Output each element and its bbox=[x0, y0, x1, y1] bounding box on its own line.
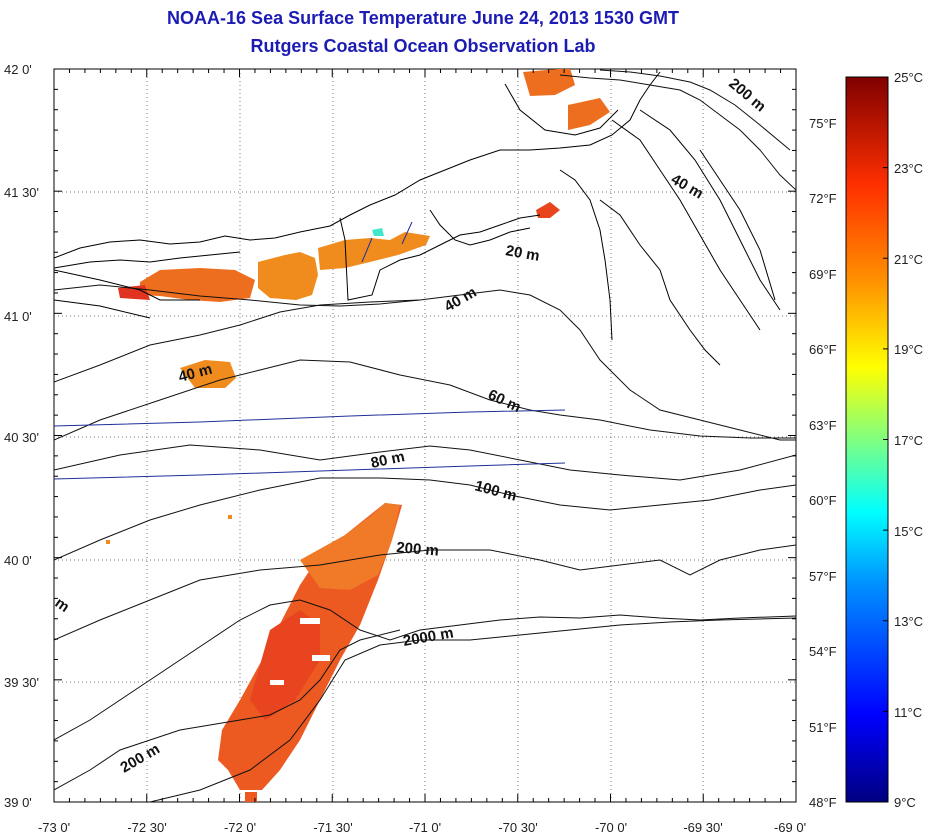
fahrenheit-labels: 75°F 72°F 69°F 66°F 63°F 60°F 57°F 54°F … bbox=[809, 116, 837, 810]
temperature-colorbar bbox=[845, 76, 889, 803]
lat-label: 41 0' bbox=[4, 309, 32, 324]
axis-ticks bbox=[53, 68, 797, 803]
c-label: 11°C bbox=[894, 705, 922, 720]
lat-label: 40 30' bbox=[4, 430, 39, 445]
lat-label: 40 0' bbox=[4, 553, 32, 568]
f-label: 48°F bbox=[809, 795, 837, 810]
f-label: 60°F bbox=[809, 493, 837, 508]
lon-label: -71 0' bbox=[409, 820, 441, 835]
contour-label: 20 m bbox=[504, 242, 541, 265]
sst-patch-40m bbox=[180, 360, 236, 388]
transect-north bbox=[54, 409, 566, 427]
lat-label: 42 0' bbox=[4, 62, 32, 77]
c-label: 13°C bbox=[894, 614, 923, 629]
c-label: 9°C bbox=[894, 795, 916, 810]
c-label: 21°C bbox=[894, 252, 923, 267]
colorbar-ticks bbox=[883, 76, 888, 803]
c-label: 23°C bbox=[894, 161, 923, 176]
contour-label: 200 m bbox=[396, 539, 440, 560]
f-label: 72°F bbox=[809, 191, 837, 206]
lon-label: -69 30' bbox=[683, 820, 722, 835]
f-label: 54°F bbox=[809, 644, 837, 659]
map-frame bbox=[53, 68, 797, 803]
lat-label: 41 30' bbox=[4, 185, 39, 200]
bathymetry-contours bbox=[54, 69, 796, 802]
lon-label: -73 0' bbox=[38, 820, 70, 835]
lon-label: -70 30' bbox=[498, 820, 537, 835]
sst-patch-shelf-swath-light bbox=[300, 503, 400, 590]
lat-label: 39 30' bbox=[4, 675, 39, 690]
sst-patch-block-island bbox=[258, 252, 318, 300]
lat-label: 39 0' bbox=[4, 795, 32, 810]
lon-label: -72 30' bbox=[127, 820, 166, 835]
f-label: 69°F bbox=[809, 267, 837, 282]
celsius-labels: 25°C 23°C 21°C 19°C 17°C 15°C 13°C 11°C … bbox=[894, 70, 923, 810]
f-label: 75°F bbox=[809, 116, 837, 131]
c-label: 15°C bbox=[894, 524, 923, 539]
f-label: 51°F bbox=[809, 720, 837, 735]
map-title: NOAA-16 Sea Surface Temperature June 24,… bbox=[167, 8, 679, 28]
c-label: 17°C bbox=[894, 433, 923, 448]
contour-label: 80 m bbox=[369, 448, 406, 472]
transect-south bbox=[54, 462, 566, 480]
lon-label: -72 0' bbox=[224, 820, 256, 835]
f-label: 63°F bbox=[809, 418, 837, 433]
latitude-labels: 42 0' 41 30' 41 0' 40 30' 40 0' 39 30' 3… bbox=[4, 62, 39, 810]
sst-patch-cape-bay2 bbox=[568, 98, 610, 130]
transect-lines bbox=[54, 221, 566, 480]
c-label: 19°C bbox=[894, 342, 923, 357]
c-label: 25°C bbox=[894, 70, 923, 85]
lon-label: -71 30' bbox=[313, 820, 352, 835]
longitude-labels: -73 0' -72 30' -72 0' -71 30' -71 0' -70… bbox=[38, 820, 806, 835]
sst-patch-nantucket-sound bbox=[536, 202, 560, 218]
sst-patch-cape-bay bbox=[523, 69, 575, 96]
coastline bbox=[54, 71, 781, 366]
map-subtitle: Rutgers Coastal Ocean Observation Lab bbox=[250, 36, 596, 56]
f-label: 66°F bbox=[809, 342, 837, 357]
sst-patch-shelf-swath-red bbox=[250, 610, 320, 720]
lon-label: -69 0' bbox=[774, 820, 806, 835]
sst-patch-cyan bbox=[372, 228, 384, 236]
sst-patch-west bbox=[140, 268, 255, 302]
lon-label: -70 0' bbox=[595, 820, 627, 835]
f-label: 57°F bbox=[809, 569, 837, 584]
